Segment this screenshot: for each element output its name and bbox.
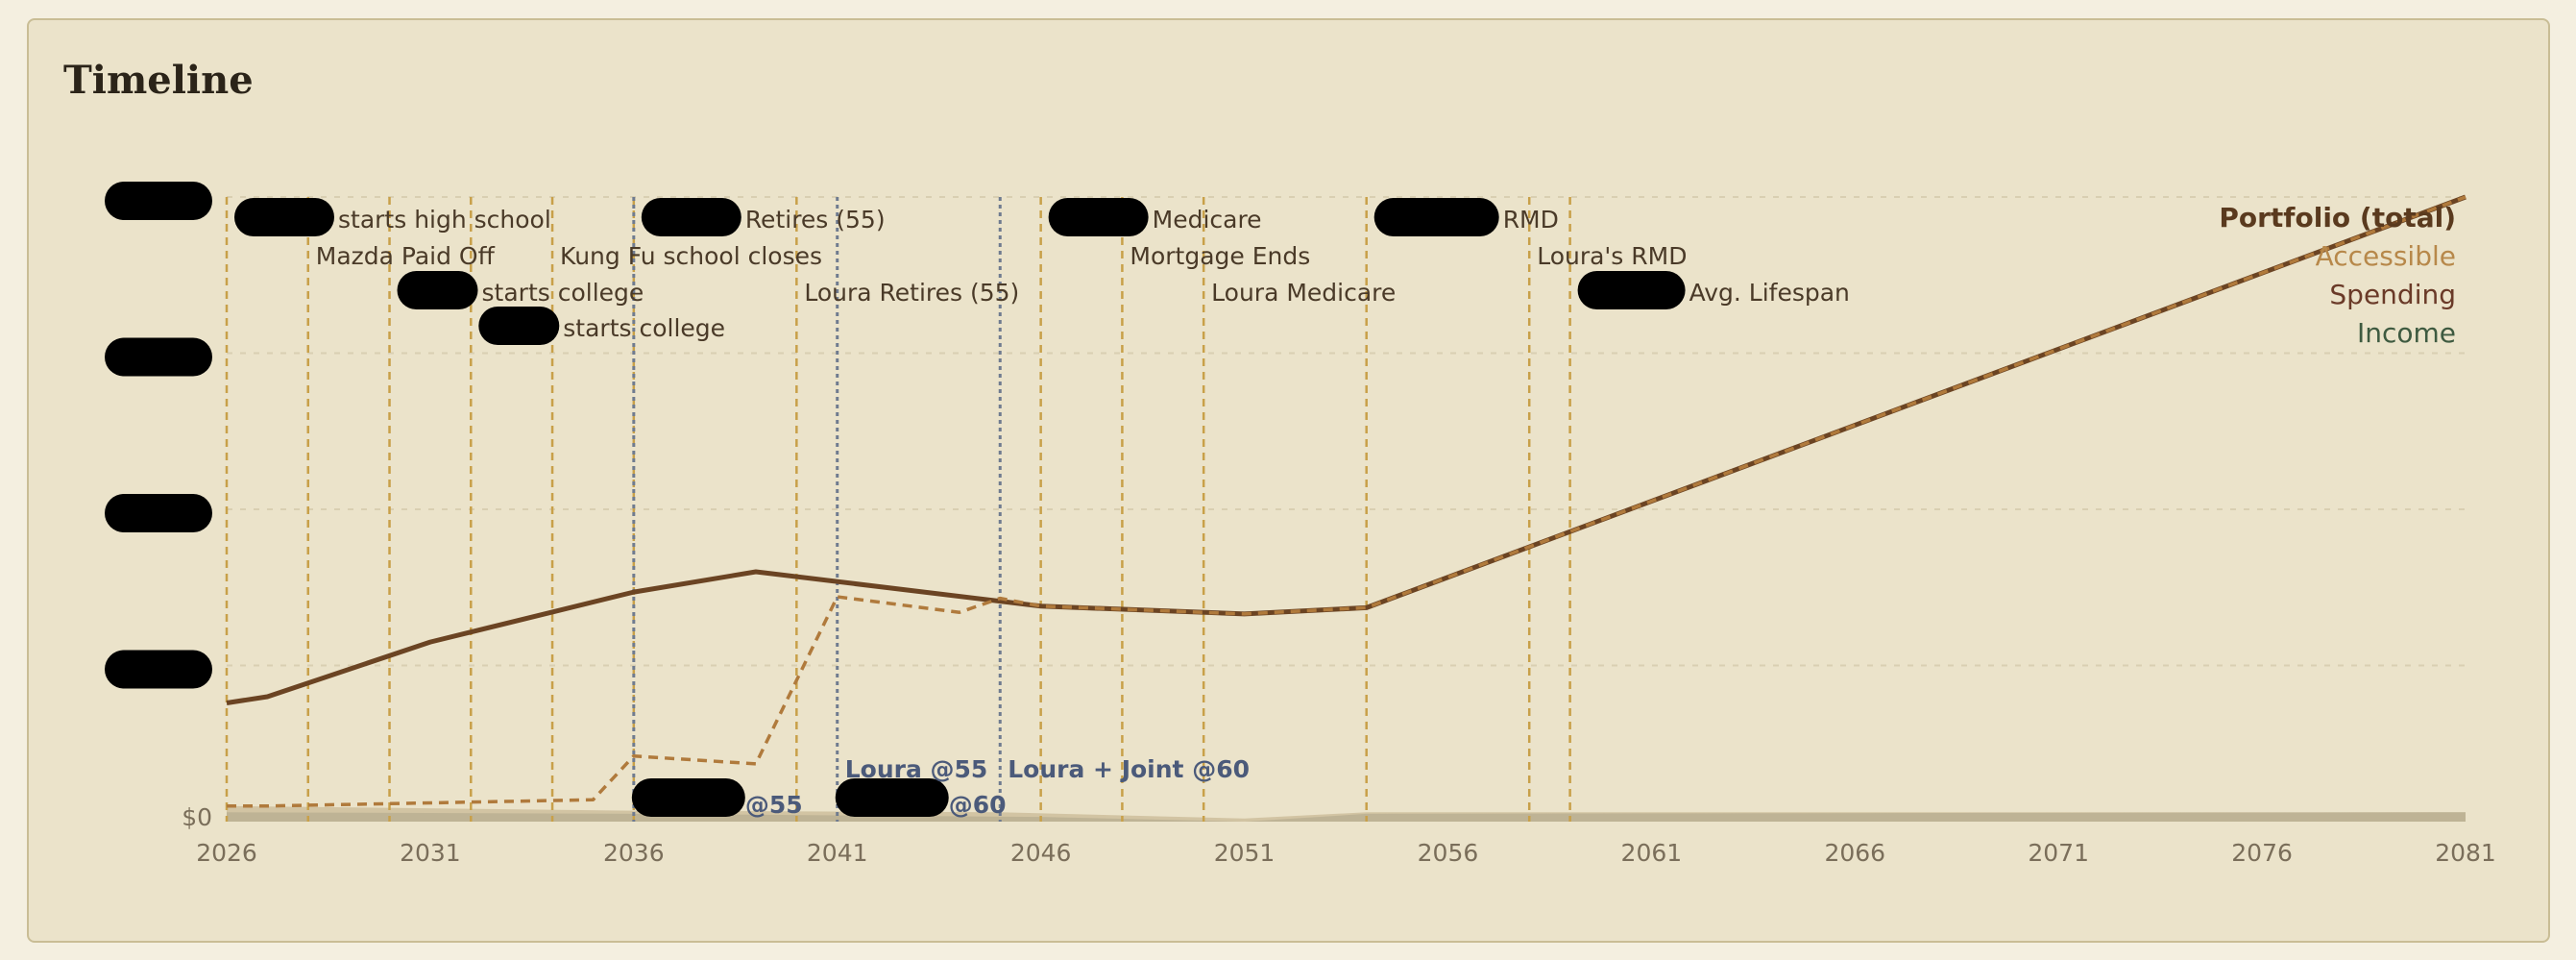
y-tick-label: $0 bbox=[182, 803, 212, 831]
event-label: Kung Fu school closes bbox=[560, 242, 822, 270]
x-tick-label: 2071 bbox=[2028, 839, 2089, 867]
event-label: Medicare bbox=[1153, 206, 1262, 234]
marker-name-redaction bbox=[835, 778, 949, 817]
series-line-accessible bbox=[227, 195, 2467, 808]
event-label: Loura Medicare bbox=[1211, 279, 1396, 307]
event-label: Mazda Paid Off bbox=[316, 242, 496, 270]
y-tick-redaction bbox=[105, 337, 212, 377]
y-tick-redaction bbox=[105, 650, 212, 689]
marker-label: Loura + Joint @60 bbox=[1008, 755, 1250, 783]
series-line-portfolio-total- bbox=[226, 194, 2467, 705]
event-label: starts college bbox=[482, 279, 644, 307]
event-label: RMD bbox=[1503, 206, 1559, 234]
marker-name-redaction bbox=[631, 778, 745, 817]
legend-item: Accessible bbox=[2316, 240, 2456, 272]
y-tick-redaction bbox=[105, 182, 212, 220]
x-tick-label: 2046 bbox=[1010, 839, 1072, 867]
event-label: starts high school bbox=[338, 206, 551, 234]
legend-item: Income bbox=[2357, 317, 2456, 349]
event-name-redaction bbox=[397, 271, 478, 309]
marker-label: @55 bbox=[745, 791, 803, 819]
event-name-redaction bbox=[478, 307, 560, 345]
event-label: Avg. Lifespan bbox=[1689, 279, 1850, 307]
event-label: starts college bbox=[563, 314, 725, 342]
x-tick-label: 2051 bbox=[1214, 839, 1276, 867]
event-name-redaction bbox=[641, 198, 741, 236]
event-name-redaction bbox=[234, 198, 334, 236]
event-label: Retires (55) bbox=[745, 206, 886, 234]
x-tick-label: 2081 bbox=[2435, 839, 2496, 867]
x-tick-label: 2061 bbox=[1621, 839, 1683, 867]
series-area-income bbox=[227, 812, 2466, 822]
event-label: Loura's RMD bbox=[1537, 242, 1687, 270]
legend-item: Portfolio (total) bbox=[2219, 202, 2456, 234]
event-label: Mortgage Ends bbox=[1130, 242, 1310, 270]
x-tick-label: 2031 bbox=[400, 839, 461, 867]
legend-item: Spending bbox=[2329, 279, 2456, 310]
card-title: Timeline bbox=[63, 58, 254, 103]
x-tick-label: 2041 bbox=[807, 839, 868, 867]
timeline-card bbox=[27, 18, 2550, 943]
x-tick-label: 2066 bbox=[1824, 839, 1885, 867]
event-name-redaction bbox=[1048, 198, 1149, 236]
x-tick-label: 2056 bbox=[1418, 839, 1479, 867]
marker-label: Loura @55 bbox=[845, 755, 988, 783]
y-tick-redaction bbox=[105, 494, 212, 532]
event-name-redaction bbox=[1373, 198, 1499, 236]
event-label: Loura Retires (55) bbox=[804, 279, 1019, 307]
x-tick-label: 2076 bbox=[2231, 839, 2293, 867]
x-tick-label: 2026 bbox=[196, 839, 257, 867]
x-tick-label: 2036 bbox=[603, 839, 665, 867]
event-name-redaction bbox=[1577, 271, 1686, 309]
marker-label: @60 bbox=[949, 791, 1007, 819]
